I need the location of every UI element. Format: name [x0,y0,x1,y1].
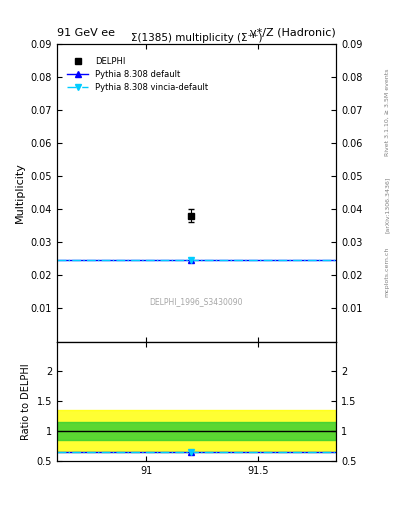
Bar [57,422,336,440]
Legend: DELPHI, Pythia 8.308 default, Pythia 8.308 vincia-default: DELPHI, Pythia 8.308 default, Pythia 8.3… [64,54,211,96]
Y-axis label: Multiplicity: Multiplicity [15,162,25,223]
Title: Σ(1385) multiplicity (Σ⁺⁺): Σ(1385) multiplicity (Σ⁺⁺) [131,33,262,42]
Y-axis label: Ratio to DELPHI: Ratio to DELPHI [21,363,31,439]
Text: Rivet 3.1.10, ≥ 3.5M events: Rivet 3.1.10, ≥ 3.5M events [385,69,390,156]
Bar [57,410,336,452]
Text: DELPHI_1996_S3430090: DELPHI_1996_S3430090 [150,297,243,306]
Text: γ*/Z (Hadronic): γ*/Z (Hadronic) [250,28,336,38]
Text: mcplots.cern.ch: mcplots.cern.ch [385,246,390,296]
Text: 91 GeV ee: 91 GeV ee [57,28,115,38]
Text: [arXiv:1306.3436]: [arXiv:1306.3436] [385,177,390,233]
